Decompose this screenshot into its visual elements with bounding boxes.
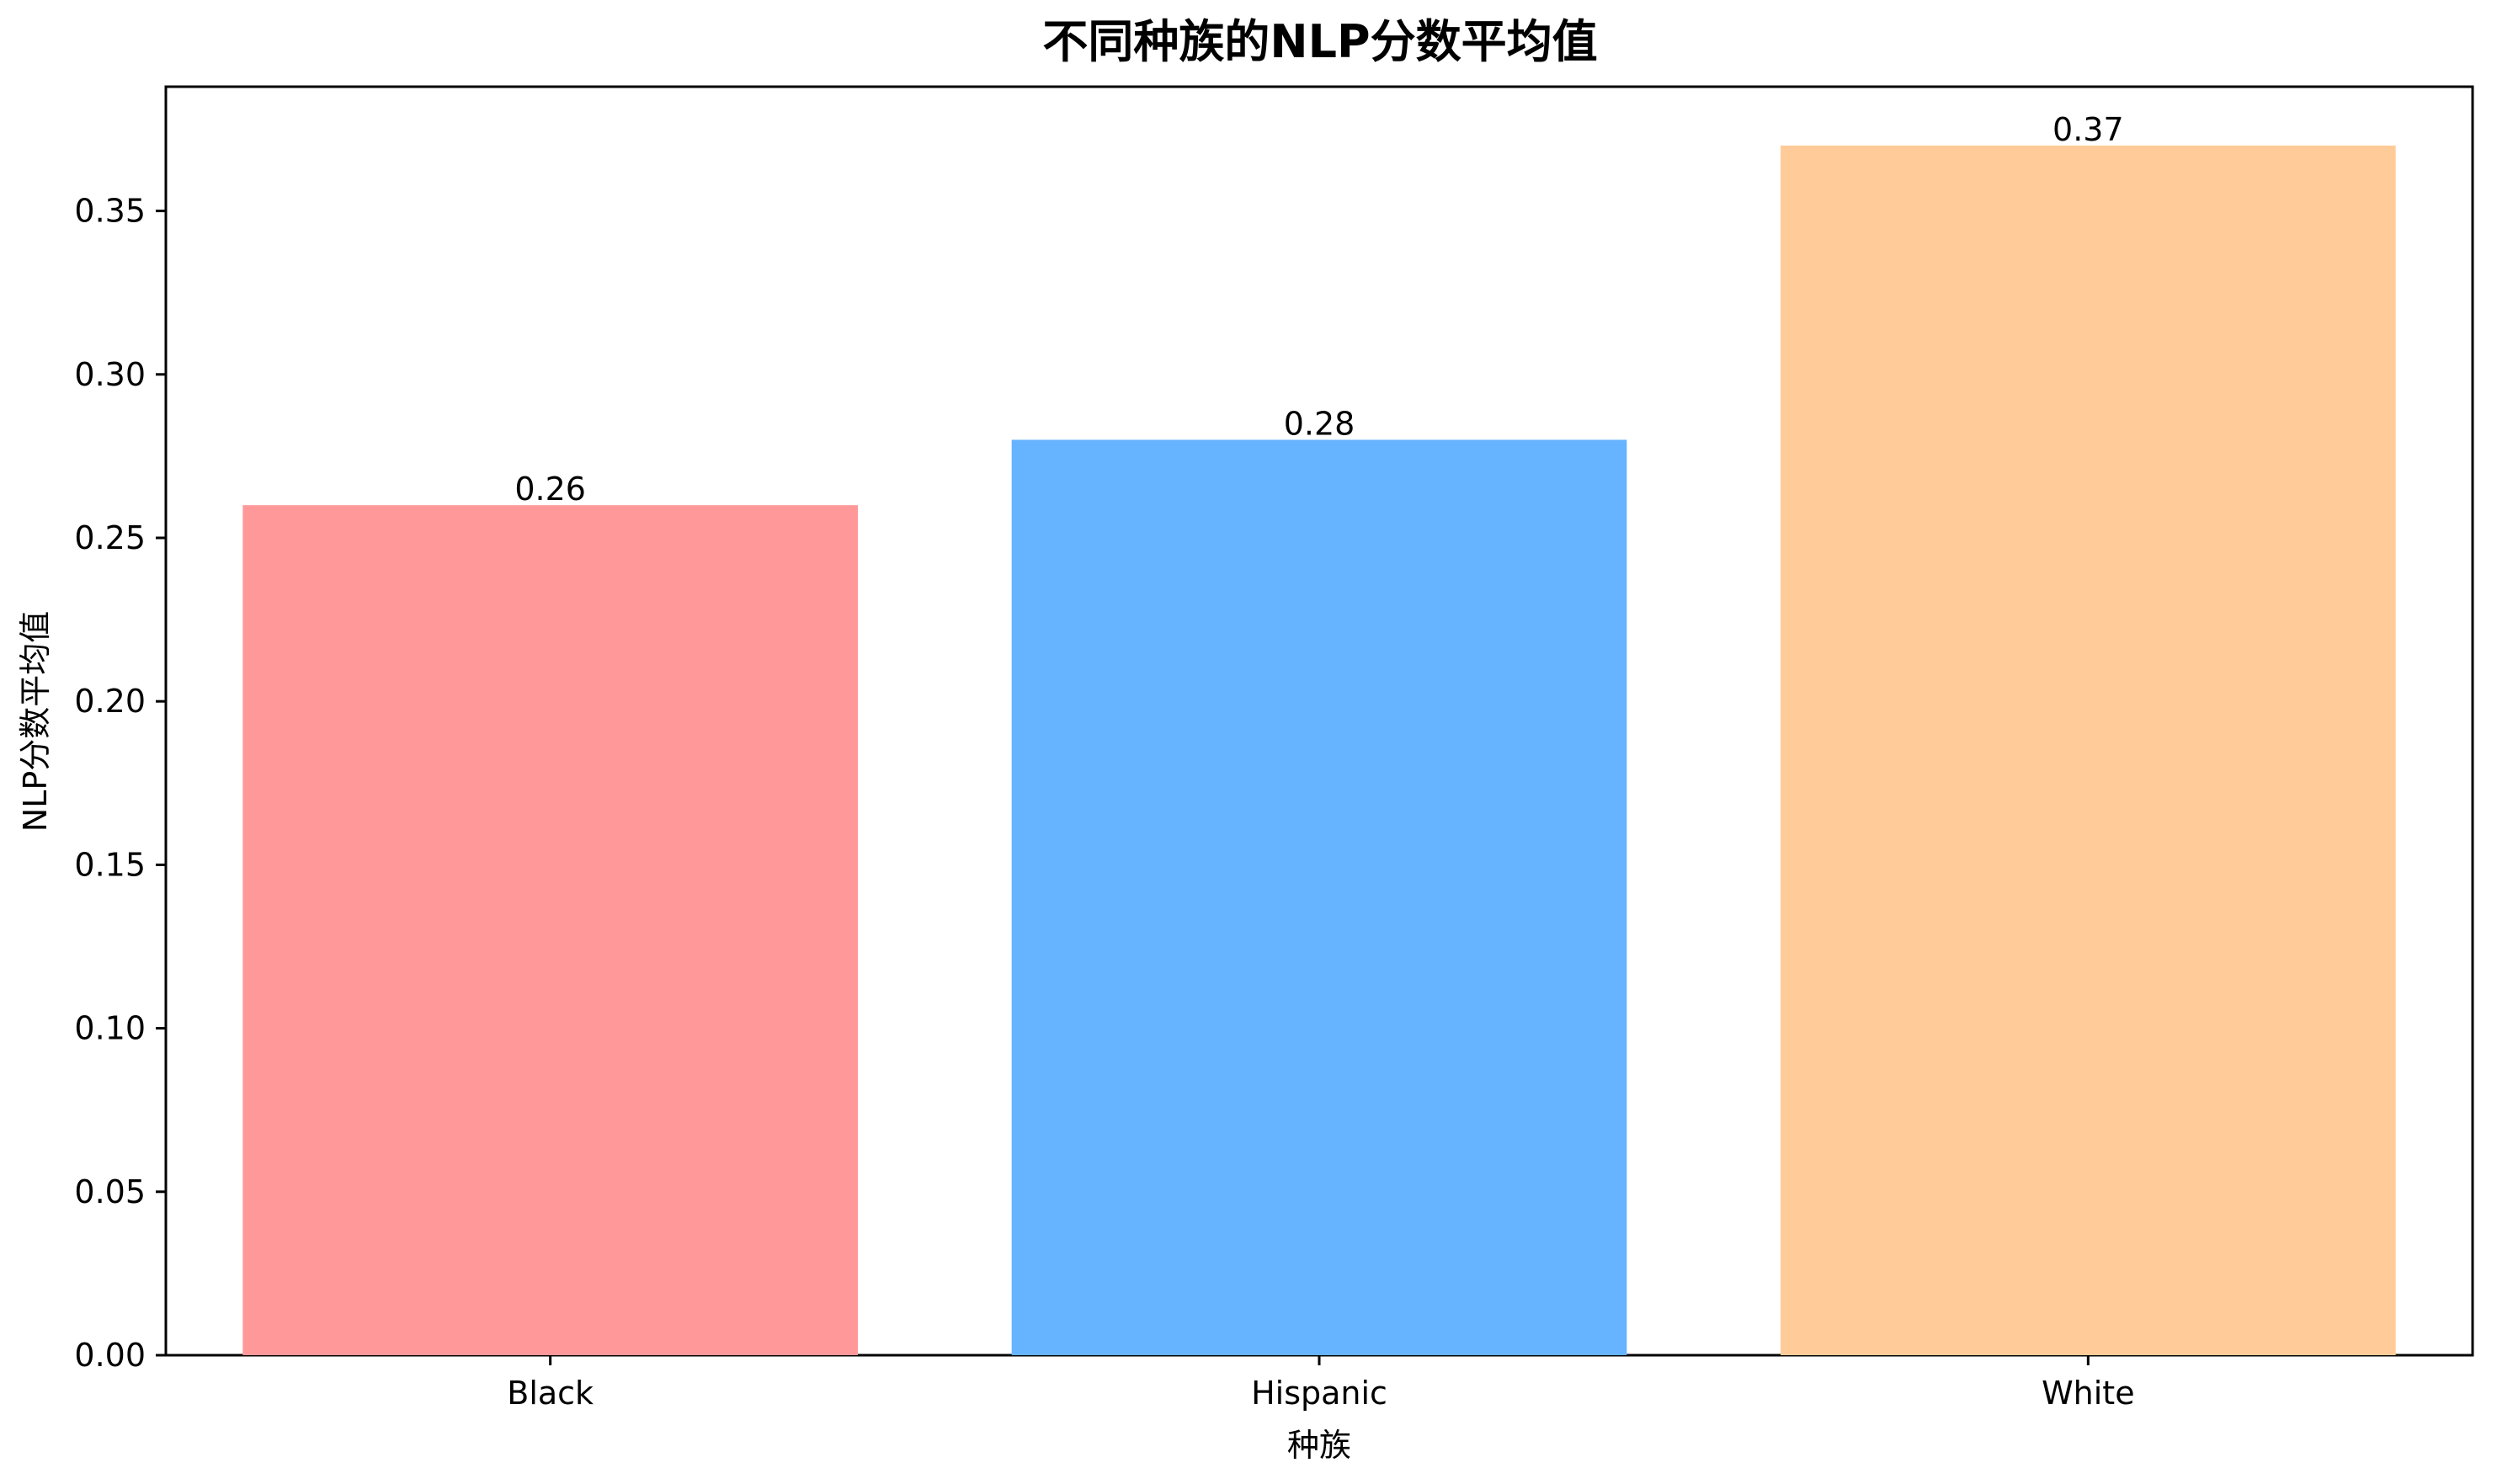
data-labels: 0.26 0.28 0.37: [514, 111, 2123, 508]
y-tick-label: 0.00: [74, 1337, 146, 1374]
bar-value-label: 0.26: [514, 471, 586, 508]
y-tick-label: 0.25: [74, 519, 146, 556]
bar-white: [1781, 145, 2396, 1356]
chart-title: 不同种族的NLP分数平均值: [1042, 15, 1597, 68]
y-tick-label: 0.10: [74, 1010, 146, 1047]
x-axis: Black Hispanic White: [507, 1355, 2135, 1412]
bar-value-label: 0.37: [2052, 111, 2124, 148]
bar-hispanic: [1011, 439, 1627, 1355]
y-tick-label: 0.20: [74, 683, 146, 720]
y-tick-label: 0.05: [74, 1173, 146, 1210]
x-tick-label: Hispanic: [1251, 1375, 1387, 1412]
bar-black: [242, 505, 858, 1355]
x-tick-label: White: [2042, 1375, 2135, 1412]
bars: [242, 145, 2396, 1356]
y-tick-label: 0.35: [74, 193, 146, 230]
bar-value-label: 0.28: [1284, 405, 1355, 442]
x-axis-label: 种族: [1287, 1427, 1351, 1464]
y-tick-label: 0.15: [74, 846, 146, 883]
y-tick-label: 0.30: [74, 356, 146, 393]
x-tick-label: Black: [507, 1375, 594, 1412]
y-axis-label: NLP分数平均值: [17, 611, 54, 832]
y-axis: 0.00 0.05 0.10 0.15 0.20 0.25 0.30 0.35: [74, 193, 166, 1374]
